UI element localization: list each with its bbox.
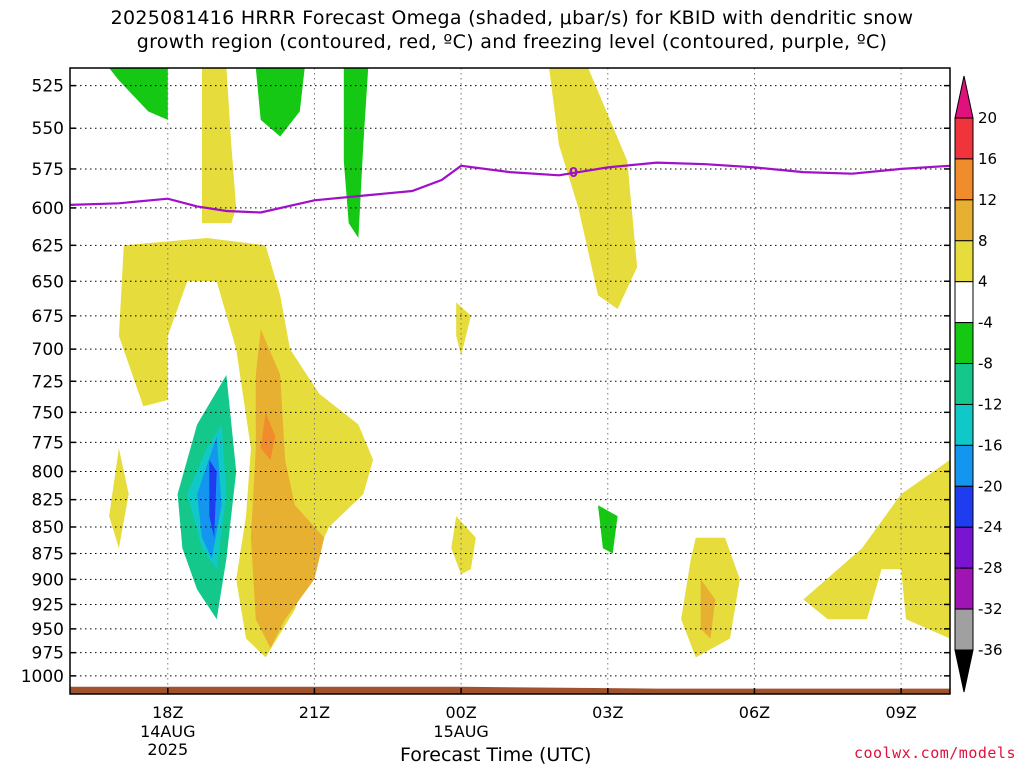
freezing-level-label: 0 bbox=[569, 166, 578, 181]
y-tick-label-775: 775 bbox=[32, 433, 64, 453]
y-tick-label-525: 525 bbox=[32, 77, 64, 97]
surface-terrain bbox=[70, 686, 950, 694]
omega-region-10 bbox=[109, 448, 129, 549]
omega-region-13 bbox=[700, 579, 716, 639]
omega-region-8 bbox=[456, 302, 471, 356]
colorbar-label-7: -12 bbox=[978, 395, 1003, 413]
y-tick-label-725: 725 bbox=[32, 372, 64, 392]
colorbar-swatch-3 bbox=[954, 240, 974, 283]
chart-title-line-1: 2025081416 HRRR Forecast Omega (shaded, … bbox=[110, 7, 914, 29]
colorbar-swatch-2 bbox=[954, 199, 974, 242]
omega-region-18 bbox=[209, 459, 217, 538]
colorbar-label-9: -20 bbox=[978, 477, 1003, 495]
y-tick-label-675: 675 bbox=[32, 307, 64, 327]
surface-terrain-fill bbox=[70, 686, 950, 694]
omega-region-14 bbox=[803, 459, 950, 639]
y-tick-label-825: 825 bbox=[32, 491, 64, 511]
site-credit[interactable]: coolwx.com/models bbox=[853, 744, 1016, 762]
colorbar-swatch-4 bbox=[954, 281, 974, 324]
y-tick-label-625: 625 bbox=[32, 236, 64, 256]
x-tick-label-03Z: 03Z bbox=[592, 703, 623, 722]
colorbar-label-13: -36 bbox=[978, 641, 1003, 659]
colorbar-label-0: 20 bbox=[978, 109, 997, 127]
colorbar-swatch-11 bbox=[954, 567, 974, 610]
y-tick-label-550: 550 bbox=[32, 119, 64, 139]
colorbar-swatch-7 bbox=[954, 403, 974, 446]
y-axis: 525 550 575 600 625 650 675 700 725 750 775 800 825 8… bbox=[21, 77, 950, 687]
omega-region-6 bbox=[250, 329, 325, 648]
omega-region-9 bbox=[451, 516, 476, 575]
colorbar-swatch-5 bbox=[954, 322, 974, 365]
omega-region-3 bbox=[343, 68, 369, 238]
colorbar-label-6: -8 bbox=[978, 355, 993, 373]
y-tick-label-850: 850 bbox=[32, 518, 64, 538]
x-tick-label-09Z: 09Z bbox=[885, 703, 916, 722]
x-tick-year-18Z: 2025 bbox=[147, 740, 188, 759]
omega-shading bbox=[109, 68, 950, 658]
colorbar-swatch-10 bbox=[954, 526, 974, 569]
x-tick-date-18Z: 14AUG bbox=[140, 722, 195, 741]
y-tick-label-925: 925 bbox=[32, 595, 64, 615]
y-tick-label-1000: 1000 bbox=[21, 667, 64, 687]
x-axis-title: Forecast Time (UTC) bbox=[400, 744, 592, 766]
chart-title: 2025081416 HRRR Forecast Omega (shaded, … bbox=[0, 6, 1024, 54]
chart-title-line-2: growth region (contoured, red, ºC) and f… bbox=[136, 31, 888, 53]
colorbar-label-5: -4 bbox=[978, 314, 993, 332]
colorbar-label-12: -32 bbox=[978, 600, 1003, 618]
omega-region-4 bbox=[549, 68, 638, 309]
colorbar-label-11: -28 bbox=[978, 559, 1003, 577]
freezing-level-line bbox=[70, 161, 950, 214]
colorbar-label-4: 4 bbox=[978, 273, 988, 291]
grid-lines bbox=[70, 68, 950, 694]
colorbar-over-arrow bbox=[954, 75, 974, 119]
y-tick-label-575: 575 bbox=[32, 160, 64, 180]
colorbar-label-8: -16 bbox=[978, 436, 1003, 454]
colorbar-swatch-9 bbox=[954, 485, 974, 528]
omega-region-2 bbox=[255, 68, 305, 137]
x-tick-label-00Z: 00Z bbox=[445, 703, 476, 722]
x-tick-label-21Z: 21Z bbox=[299, 703, 330, 722]
colorbar-swatch-12 bbox=[954, 608, 974, 651]
colorbar-swatch-1 bbox=[954, 158, 974, 201]
y-tick-label-875: 875 bbox=[32, 545, 64, 565]
freezing-level-contour: 0 bbox=[70, 161, 950, 214]
colorbar-label-10: -24 bbox=[978, 518, 1003, 536]
omega-region-5 bbox=[118, 238, 374, 658]
colorbar-label-2: 12 bbox=[978, 191, 997, 209]
omega-region-1 bbox=[109, 68, 168, 120]
colorbar-swatch-8 bbox=[954, 444, 974, 487]
omega-region-7 bbox=[260, 412, 276, 460]
y-tick-label-975: 975 bbox=[32, 644, 64, 664]
y-tick-label-900: 900 bbox=[32, 570, 64, 590]
colorbar-under-arrow bbox=[954, 649, 974, 693]
colorbar-swatch-0 bbox=[954, 117, 974, 160]
colorbar-label-3: 8 bbox=[978, 232, 988, 250]
x-tick-date-00Z: 15AUG bbox=[433, 722, 488, 741]
colorbar: 20 16 12 8 4 -4 -8 -12 -16 -20 -24 -28 -32 -36 bbox=[954, 75, 1003, 693]
colorbar-swatch-6 bbox=[954, 363, 974, 405]
y-tick-label-950: 950 bbox=[32, 620, 64, 640]
y-tick-label-600: 600 bbox=[32, 199, 64, 219]
y-tick-label-700: 700 bbox=[32, 340, 64, 360]
y-tick-label-750: 750 bbox=[32, 403, 64, 423]
x-tick-label-06Z: 06Z bbox=[739, 703, 770, 722]
y-tick-label-650: 650 bbox=[32, 272, 64, 292]
x-tick-label-18Z: 18Z bbox=[152, 703, 183, 722]
y-tick-label-800: 800 bbox=[32, 462, 64, 482]
omega-region-0 bbox=[202, 68, 237, 224]
colorbar-label-1: 16 bbox=[978, 150, 997, 168]
